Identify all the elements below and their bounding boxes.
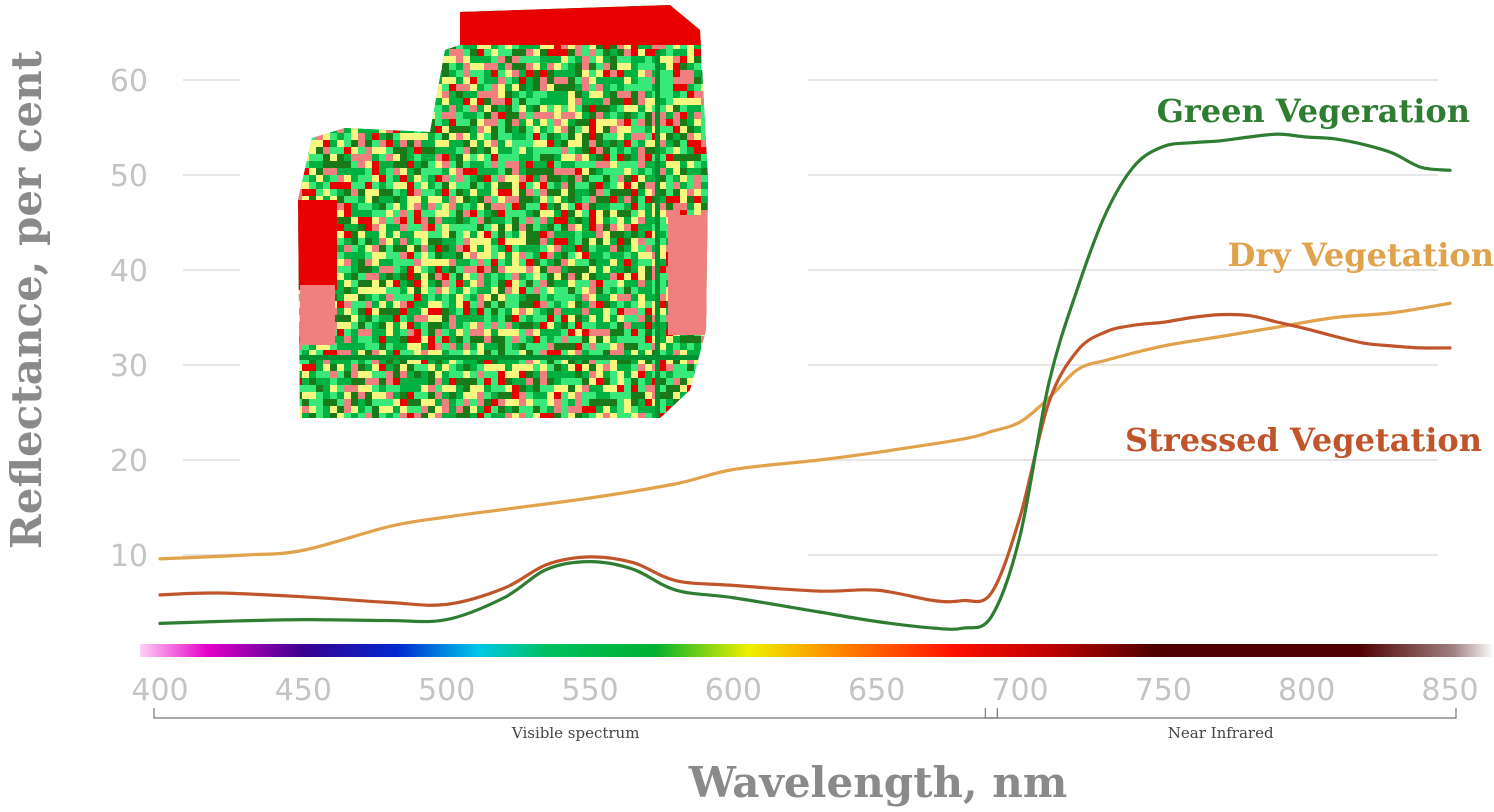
vegetation-map-image — [298, 5, 708, 418]
x-tick-label: 450 — [275, 673, 332, 708]
region-label: Visible spectrum — [511, 724, 640, 742]
y-tick-labels: 10 20 30 40 50 60 — [110, 64, 148, 574]
x-tick-label: 750 — [1135, 673, 1192, 708]
x-axis-title: Wavelength, nm — [688, 758, 1068, 807]
x-tick-label: 600 — [705, 673, 762, 708]
spectrum-bar — [140, 644, 1494, 657]
series-label: Dry Vegetation — [1228, 236, 1494, 274]
y-tick-label: 30 — [110, 349, 148, 384]
x-tick-label: 700 — [991, 673, 1048, 708]
series-line-stressed-vegetation — [158, 312, 1452, 607]
x-tick-label: 400 — [131, 673, 188, 708]
series-line-dry-vegetation — [158, 301, 1452, 561]
series-label: Stressed Vegetation — [1125, 421, 1482, 459]
x-tick-label: 500 — [418, 673, 475, 708]
series-label: Green Vegeration — [1157, 92, 1470, 130]
y-tick-label: 40 — [110, 254, 148, 289]
y-tick-label: 10 — [110, 539, 148, 574]
y-tick-label: 20 — [110, 444, 148, 479]
series-lines — [158, 132, 1452, 631]
x-tick-label: 800 — [1278, 673, 1335, 708]
region-bracket — [153, 708, 998, 719]
series-labels: Green Vegeration Dry Vegetation Stressed V… — [1125, 92, 1494, 459]
x-tick-label: 850 — [1421, 673, 1478, 708]
x-tick-label: 650 — [848, 673, 905, 708]
gridlines — [183, 79, 1438, 556]
y-tick-label: 50 — [110, 159, 148, 194]
x-tick-labels: 400 450 500 550 600 650 700 750 800 850 — [131, 673, 1478, 708]
y-axis-title: Reflectance, per cent — [2, 50, 51, 549]
y-tick-label: 60 — [110, 64, 148, 99]
spectrum-regions: Visible spectrum Near Infrared — [153, 708, 1457, 742]
series-line-green-vegeration — [158, 132, 1452, 631]
x-tick-label: 550 — [561, 673, 618, 708]
region-label: Near Infrared — [1168, 724, 1274, 742]
region-bracket — [984, 708, 1457, 719]
